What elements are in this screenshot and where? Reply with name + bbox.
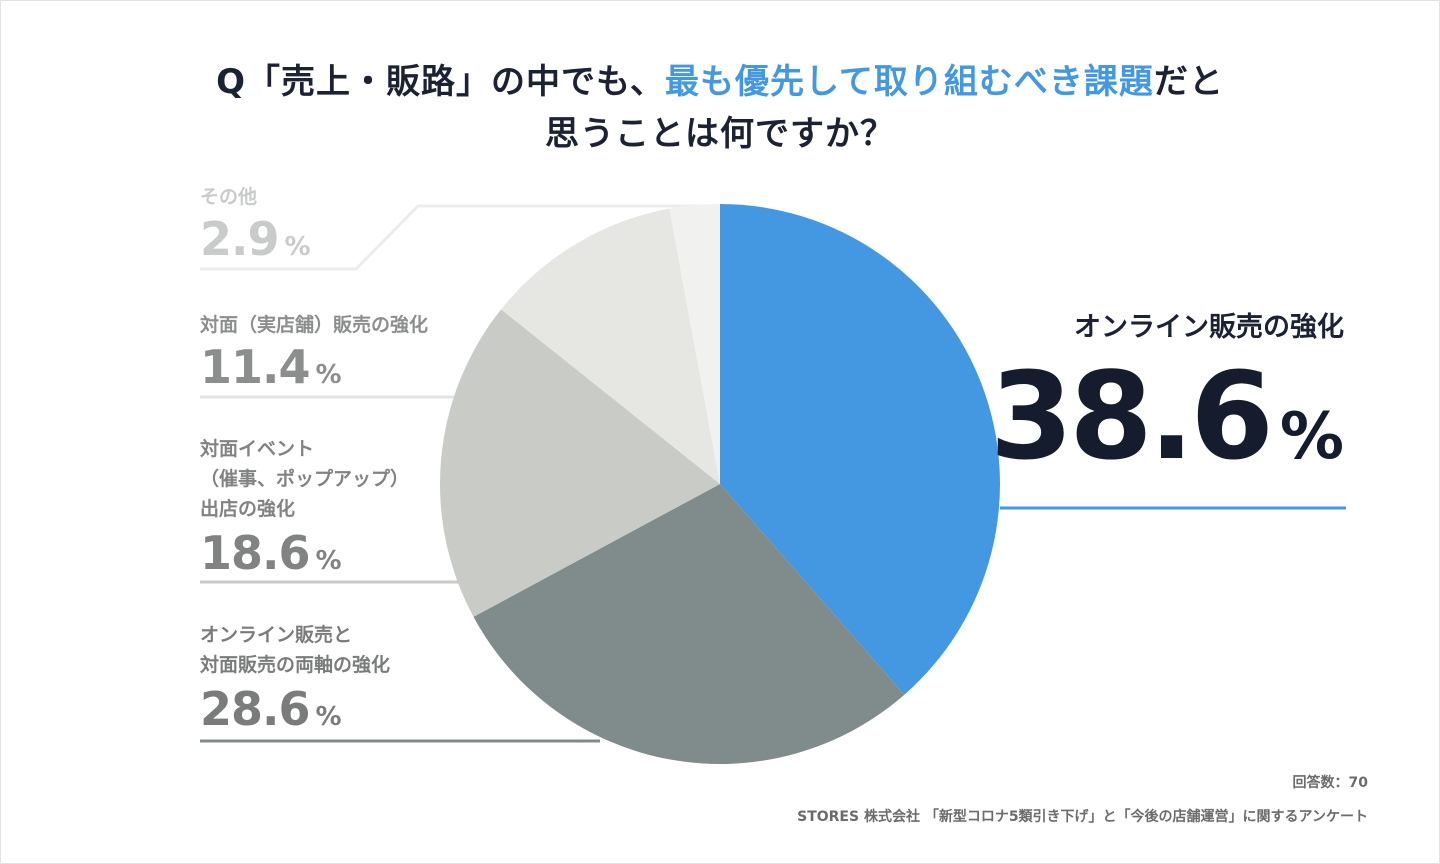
title-highlight: 最も優先して取り組むべき課題: [664, 62, 1154, 102]
slice-value-number: 18.6: [200, 526, 310, 580]
percent-sign: %: [315, 546, 342, 576]
slice-both: [473, 484, 905, 764]
title-prefix: Q「売上・販路」の中でも、: [216, 62, 665, 102]
slice-label-online-sales: オンライン販売の強化: [1074, 312, 1344, 343]
slice-label-events: 対面イベント （催事、ポップアップ） 出店の強化: [200, 438, 410, 520]
slice-label-both: オンライン販売と 対面販売の両軸の強化: [200, 624, 391, 676]
slice-label-other: その他: [200, 186, 258, 208]
slice-value-both: 28.6%: [200, 684, 342, 742]
slice-other: [669, 204, 720, 484]
title-line-1: Q「売上・販路」の中でも、最も優先して取り組むべき課題だと: [0, 56, 1440, 108]
slice-value-number: 11.4: [200, 340, 310, 394]
slice-in-store: [501, 208, 720, 485]
slice-online-sales: [720, 204, 1000, 695]
percent-sign: %: [315, 702, 342, 732]
slice-value-in-store: 11.4%: [200, 342, 342, 400]
title-line-2: 思うことは何ですか？: [545, 114, 895, 154]
title-suffix: だと: [1153, 62, 1224, 102]
slice-value-online-sales: 38.6%: [990, 358, 1344, 497]
percent-sign: %: [284, 232, 311, 262]
percent-sign: %: [315, 360, 342, 390]
slice-label-in-store: 対面（実店舗）販売の強化: [200, 314, 429, 336]
slice-value-other: 2.9%: [200, 214, 311, 272]
source-note: STORES 株式会社 「新型コロナ5類引き下げ」と「今後の店舗運営」に関するア…: [797, 809, 1368, 825]
slice-value-number: 28.6: [200, 682, 310, 736]
leader-line-other: [200, 204, 700, 271]
slice-events: [440, 309, 720, 617]
slice-value-number: 2.9: [200, 212, 279, 266]
chart-title: Q「売上・販路」の中でも、最も優先して取り組むべき課題だと 思うことは何ですか？: [0, 56, 1440, 160]
response-count: 回答数：70: [1292, 775, 1368, 791]
slice-value-events: 18.6%: [200, 528, 342, 586]
percent-sign: %: [1279, 400, 1344, 474]
slice-value-number: 38.6: [989, 348, 1274, 487]
